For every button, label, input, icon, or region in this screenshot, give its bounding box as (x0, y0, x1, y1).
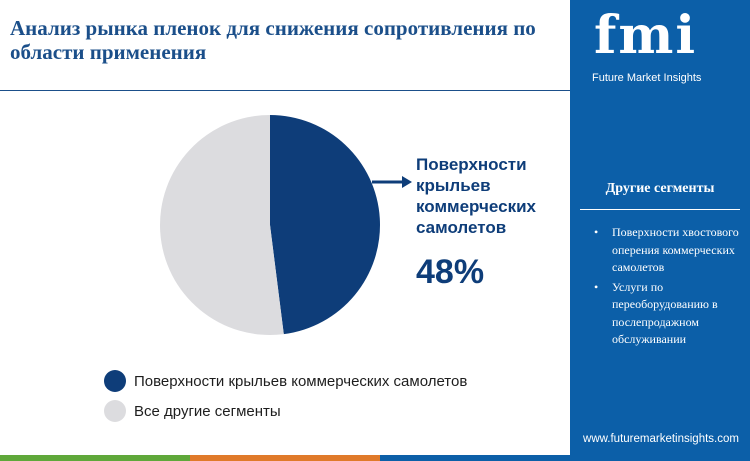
legend-label: Все другие сегменты (134, 402, 281, 420)
arrow-right-icon (372, 176, 412, 188)
chart-legend: Поверхности крыльев коммерческих самолет… (104, 366, 467, 426)
list-item-text: Услуги по переоборудованию в послепродаж… (612, 279, 718, 347)
callout-label: Поверхности крыльев коммерческих самолет… (416, 155, 536, 237)
side-divider (580, 209, 740, 210)
bullet-icon: • (594, 279, 599, 294)
legend-item: Поверхности крыльев коммерческих самолет… (104, 366, 467, 396)
legend-swatch (104, 400, 126, 422)
legend-swatch (104, 370, 126, 392)
list-item-text: Поверхности хвостового оперения коммерче… (612, 225, 739, 274)
title-divider (0, 90, 570, 91)
brand-logo: fmi Future Market Insights (570, 6, 750, 86)
legend-item: Все другие сегменты (104, 396, 467, 426)
website-link[interactable]: www.futuremarketinsights.com (583, 433, 739, 445)
list-item: • Услуги по переоборудованию в послепрода… (592, 279, 742, 349)
brand-name: Future Market Insights (592, 72, 702, 84)
list-item: • Поверхности хвостового оперения коммерч… (592, 224, 742, 277)
page-title: Анализ рынка пленок для снижения сопроти… (10, 16, 536, 64)
bottom-bar-segment (380, 455, 750, 461)
pie-slice-2 (160, 115, 284, 335)
side-panel: fmi Future Market Insights Другие сегмен… (570, 0, 750, 461)
callout-value: 48% (416, 253, 485, 291)
bottom-bar-segment (0, 455, 190, 461)
legend-label: Поверхности крыльев коммерческих самолет… (134, 372, 468, 390)
bottom-color-bar (0, 455, 750, 461)
pie-chart (160, 115, 380, 335)
bottom-bar-segment (190, 455, 380, 461)
bullet-icon: • (594, 225, 599, 239)
side-heading: Другие сегменты (605, 181, 715, 196)
segment-list: • Поверхности хвостового оперения коммерч… (592, 224, 742, 351)
pie-slice-1 (270, 115, 380, 335)
logo-letters: fmi (594, 5, 698, 66)
